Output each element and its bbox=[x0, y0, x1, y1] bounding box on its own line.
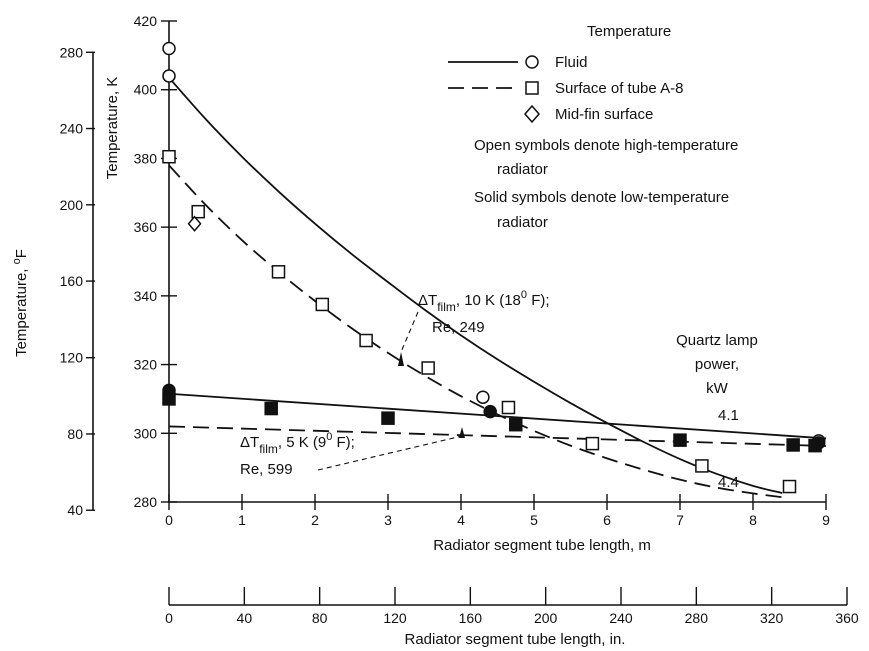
x2-tick-label: 320 bbox=[760, 610, 784, 626]
power-value-high: 4.4 bbox=[718, 474, 739, 491]
data-point-square bbox=[162, 392, 176, 406]
y2-tick-label: 40 bbox=[67, 502, 83, 518]
annotation-lamp-power: Quartz lamp power, kW 4.1 4.4 bbox=[676, 332, 758, 491]
data-point-square bbox=[501, 400, 516, 415]
x-tick-label: 8 bbox=[749, 512, 757, 528]
data-point-square bbox=[359, 333, 373, 348]
data-point-square bbox=[782, 479, 797, 494]
legend-label-midfin: Mid-fin surface bbox=[555, 106, 653, 123]
data-point-diamond bbox=[187, 215, 202, 232]
data-point-square bbox=[421, 361, 435, 375]
data-point-square bbox=[271, 265, 286, 279]
legend: Temperature Fluid Surface of tube A-8 Mi… bbox=[448, 23, 738, 231]
data-point-square bbox=[786, 438, 800, 452]
annotation-high-film: ΔTfilm, 10 K (180 F); Re, 249 bbox=[398, 289, 550, 366]
x-tick-label: 1 bbox=[238, 512, 246, 528]
y2-tick-label: 200 bbox=[60, 197, 84, 213]
y2-tick-label: 80 bbox=[67, 426, 83, 442]
x-tick-label: 0 bbox=[165, 512, 173, 528]
annotation-low-film: ΔTfilm, 5 K (90 F); Re, 599 bbox=[240, 427, 465, 478]
svg-text:ΔTfilm, 5 K (90 F);: ΔTfilm, 5 K (90 F); bbox=[240, 431, 355, 456]
x-tick-label: 7 bbox=[676, 512, 684, 528]
data-point-square bbox=[381, 411, 395, 425]
x2-tick-label: 80 bbox=[312, 610, 328, 626]
data-point-square bbox=[808, 438, 822, 453]
x2-tick-label: 280 bbox=[685, 610, 709, 626]
delta-symbol: ΔT bbox=[418, 292, 437, 309]
annotation-high-re: Re, 249 bbox=[432, 319, 485, 336]
legend-note-4: radiator bbox=[497, 214, 548, 231]
legend-label-fluid: Fluid bbox=[555, 54, 588, 71]
data-point-circle bbox=[483, 404, 497, 419]
power-title-3: kW bbox=[706, 380, 729, 397]
x-tick-label: 4 bbox=[457, 512, 465, 528]
x-tick-label: 6 bbox=[603, 512, 611, 528]
y-tick-label: 380 bbox=[134, 150, 158, 166]
data-point-square bbox=[162, 149, 176, 164]
data-point-square bbox=[191, 204, 205, 219]
legend-diamond-marker bbox=[524, 104, 540, 124]
power-title-1: Quartz lamp bbox=[676, 332, 758, 349]
x-tick-label: 5 bbox=[530, 512, 538, 528]
x2-tick-label: 360 bbox=[835, 610, 859, 626]
x-tick-label: 9 bbox=[822, 512, 830, 528]
data-point-square bbox=[585, 436, 600, 451]
data-point-square bbox=[695, 459, 709, 473]
y2-tick-label: 280 bbox=[60, 44, 84, 60]
data-point-square bbox=[509, 417, 523, 432]
data-markers bbox=[162, 41, 826, 494]
power-value-low: 4.1 bbox=[718, 407, 739, 424]
y2-tick-label: 120 bbox=[60, 350, 84, 366]
data-point-square bbox=[673, 433, 687, 447]
y2-axis-label-fahrenheit: Temperature, oF bbox=[11, 249, 30, 357]
axes-layer: 0 1 2 3 4 5 6 7 8 9280300320340360380400420408012… bbox=[60, 13, 859, 626]
series-line-3 bbox=[168, 425, 827, 447]
data-point-square bbox=[264, 401, 278, 416]
x2-tick-label: 240 bbox=[609, 610, 633, 626]
x2-tick-label: 200 bbox=[534, 610, 558, 626]
x2-tick-label: 160 bbox=[459, 610, 483, 626]
series-line-2 bbox=[168, 392, 827, 440]
legend-circle-marker bbox=[525, 55, 539, 69]
y2-tick-label: 160 bbox=[60, 273, 84, 289]
legend-square-marker bbox=[525, 81, 539, 95]
y-tick-label: 420 bbox=[134, 13, 158, 29]
x-axis-label-meters: Radiator segment tube length, m bbox=[433, 537, 651, 554]
y-tick-label: 280 bbox=[134, 494, 158, 510]
data-point-circle bbox=[476, 390, 490, 404]
legend-label-surface: Surface of tube A-8 bbox=[555, 80, 683, 97]
data-point-circle bbox=[162, 41, 176, 56]
legend-note-2: radiator bbox=[497, 161, 548, 178]
y-tick-label: 360 bbox=[134, 219, 158, 235]
series-line-0 bbox=[168, 77, 783, 494]
legend-title: Temperature bbox=[587, 23, 671, 40]
legend-note-1: Open symbols denote high-temperature bbox=[474, 137, 738, 154]
y-axis-label-kelvin: Temperature, K bbox=[104, 77, 121, 180]
legend-note-3: Solid symbols denote low-temperature bbox=[474, 189, 729, 206]
y-tick-label: 300 bbox=[134, 425, 158, 441]
x2-tick-label: 0 bbox=[165, 610, 173, 626]
x2-axis-label-inches: Radiator segment tube length, in. bbox=[405, 631, 626, 648]
x-tick-label: 2 bbox=[311, 512, 319, 528]
annotation-low-re: Re, 599 bbox=[240, 461, 293, 478]
data-point-square bbox=[315, 297, 330, 312]
power-title-2: power, bbox=[695, 356, 739, 373]
y-tick-label: 340 bbox=[134, 288, 158, 304]
x2-tick-label: 40 bbox=[237, 610, 253, 626]
y-tick-label: 400 bbox=[134, 82, 158, 98]
svg-text:ΔTfilm, 10 K (180 F);: ΔTfilm, 10 K (180 F); bbox=[418, 289, 550, 314]
data-point-circle bbox=[162, 69, 176, 83]
y2-tick-label: 240 bbox=[60, 121, 84, 137]
y-tick-label: 320 bbox=[134, 357, 158, 373]
x2-tick-label: 120 bbox=[383, 610, 407, 626]
x-tick-label: 3 bbox=[384, 512, 392, 528]
